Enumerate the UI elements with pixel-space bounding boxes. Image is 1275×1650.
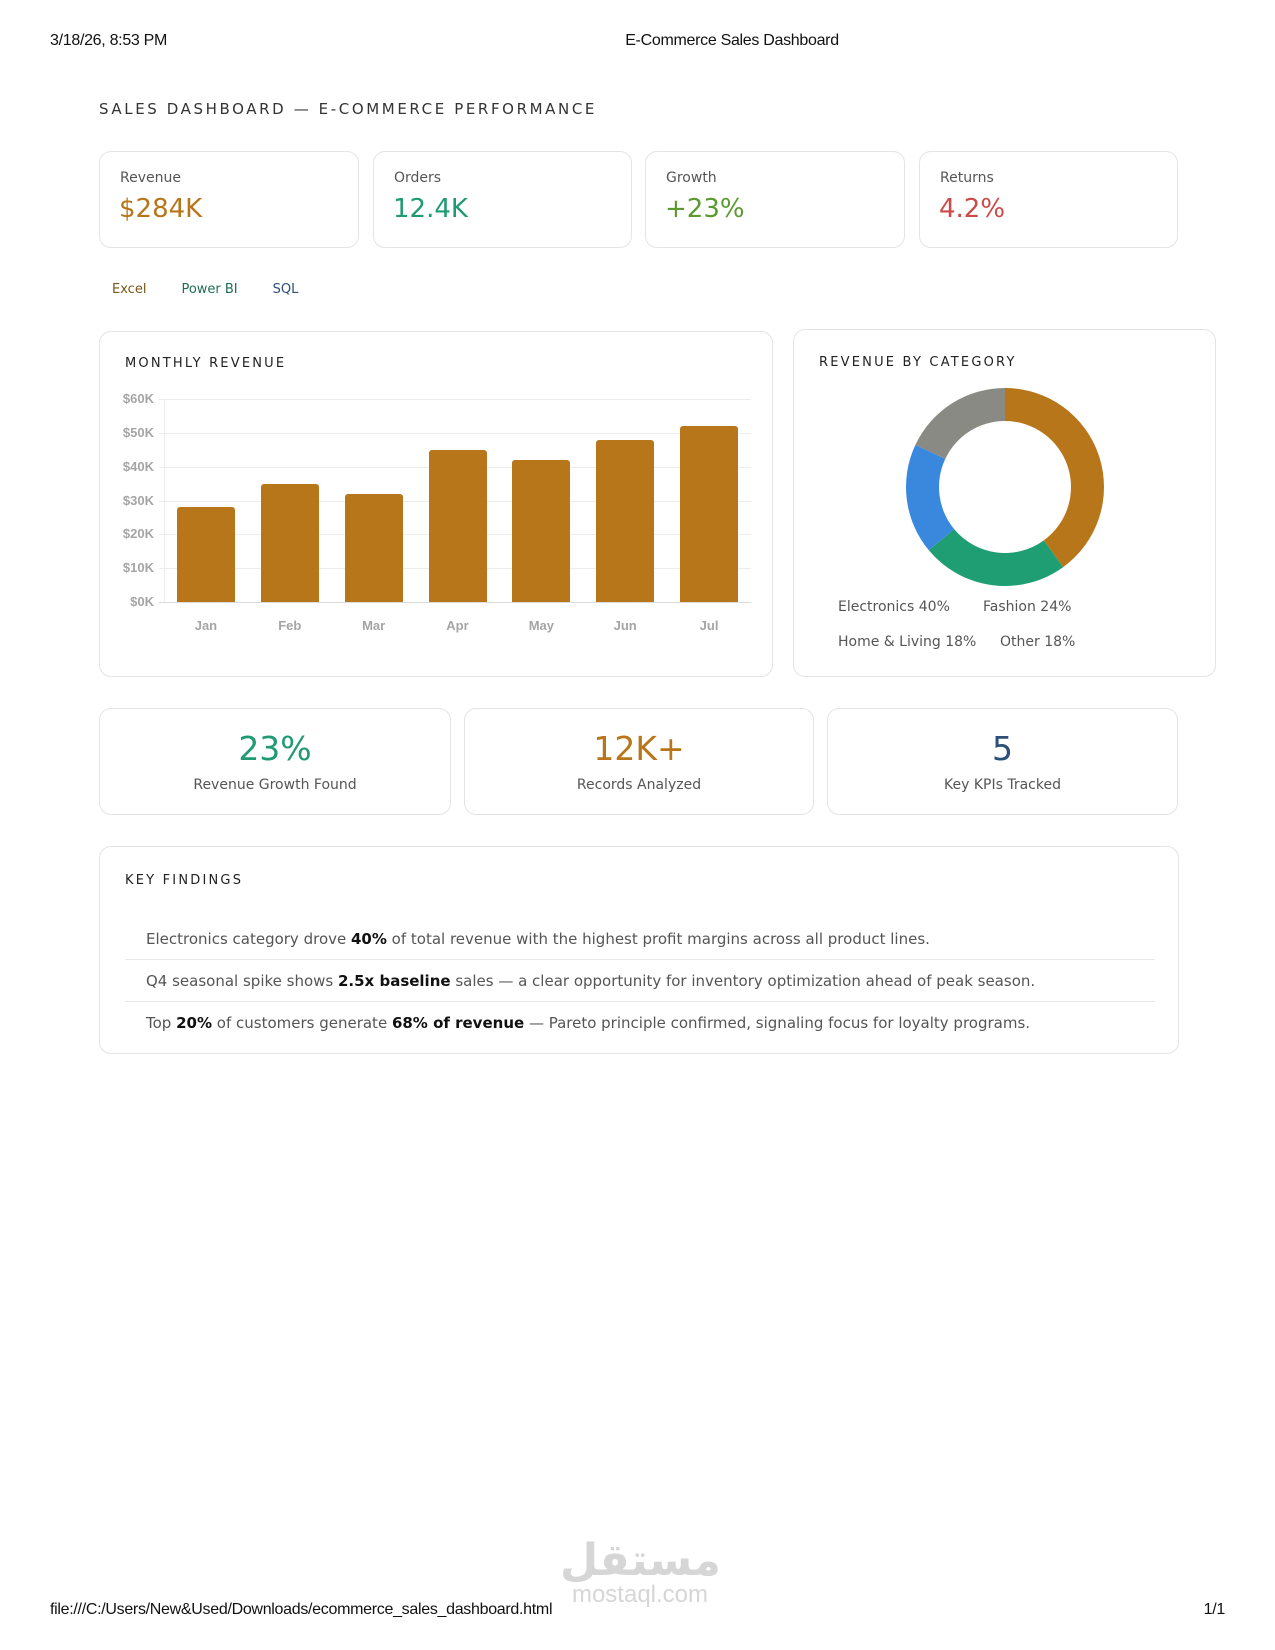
stat-card-revenue-growth: 23% Revenue Growth Found <box>99 708 451 815</box>
finding-highlight: 20% <box>176 1014 212 1032</box>
revenue-by-category-title: REVENUE BY CATEGORY <box>819 355 1017 370</box>
bar-jan[interactable] <box>176 507 235 602</box>
watermark-latin: mostaql.com <box>571 1581 709 1608</box>
donut-segment-electronics[interactable] <box>1005 388 1104 568</box>
finding-item: Top 20% of customers generate 68% of rev… <box>125 1002 1155 1044</box>
kpi-value: 12.4K <box>393 194 468 224</box>
y-axis-tick: $10K <box>122 560 154 576</box>
finding-text: — Pareto principle confirmed, signaling … <box>524 1014 1031 1032</box>
tag-power-bi: Power BI <box>181 282 238 297</box>
x-axis-tick: Jun <box>613 618 637 633</box>
y-axis-tick: $40K <box>122 458 154 474</box>
donut-chart <box>906 388 1104 586</box>
y-axis-tick: $20K <box>122 526 154 542</box>
legend-other: Other 18% <box>1000 634 1076 650</box>
tag-excel: Excel <box>112 282 147 297</box>
bar-jul[interactable] <box>680 426 739 602</box>
x-axis-tick: Jan <box>194 618 218 633</box>
gridline <box>159 602 751 603</box>
stat-label: Key KPIs Tracked <box>944 777 1061 793</box>
y-axis-tick: $0K <box>130 594 154 609</box>
watermark-arabic: مستقل <box>560 1535 721 1586</box>
legend-electronics: Electronics 40% <box>838 599 950 615</box>
revenue-by-category-card: REVENUE BY CATEGORY Electronics 40% Fash… <box>793 329 1216 677</box>
finding-text: of customers generate <box>212 1014 392 1032</box>
monthly-revenue-title: MONTHLY REVENUE <box>125 356 287 371</box>
stat-card-kpis-tracked: 5 Key KPIs Tracked <box>827 708 1178 815</box>
dashboard-title: SALES DASHBOARD — E-COMMERCE PERFORMANCE <box>99 100 597 118</box>
bar-feb[interactable] <box>260 483 319 602</box>
key-findings-title: KEY FINDINGS <box>125 873 244 888</box>
monthly-revenue-card: MONTHLY REVENUE $0K $10K $20K $30K $40K $50K $… <box>99 331 773 677</box>
gridline <box>159 399 751 400</box>
finding-text: Top <box>146 1014 177 1032</box>
x-axis-tick: Mar <box>362 618 386 633</box>
legend-home-living: Home & Living 18% <box>838 634 977 650</box>
stat-value: 12K+ <box>593 729 685 768</box>
print-file-url: file:///C:/Users/New&Used/Downloads/ecom… <box>50 1601 553 1618</box>
kpi-label: Revenue <box>120 170 181 186</box>
print-page-number: 1/1 <box>1203 1601 1226 1618</box>
stat-label: Records Analyzed <box>576 777 702 793</box>
y-axis-line <box>164 399 165 602</box>
key-findings-card: KEY FINDINGS Electronics category drove … <box>99 846 1179 1054</box>
donut-segment-other[interactable] <box>915 388 1005 459</box>
y-axis-tick: $60K <box>122 391 154 406</box>
tool-tags: Excel Power BI SQL <box>112 282 333 297</box>
bar-mar[interactable] <box>344 493 403 602</box>
x-axis-tick: Apr <box>446 618 469 633</box>
y-axis-tick: $50K <box>122 424 154 440</box>
kpi-card-growth: Growth +23% <box>645 151 905 248</box>
donut-segment-fashion[interactable] <box>928 529 1064 586</box>
x-axis-tick: Feb <box>278 618 302 633</box>
watermark: مستقل mostaql.com <box>560 1535 721 1608</box>
finding-text: of total revenue with the highest profit… <box>386 930 930 948</box>
bar-apr[interactable] <box>428 449 487 602</box>
finding-highlight: 68% of revenue <box>391 1014 525 1032</box>
kpi-label: Returns <box>940 170 994 186</box>
kpi-card-orders: Orders 12.4K <box>373 151 632 248</box>
stat-card-records-analyzed: 12K+ Records Analyzed <box>464 708 814 815</box>
tag-sql: SQL <box>272 282 299 297</box>
x-axis-tick: Jul <box>699 618 719 633</box>
bar-jun[interactable] <box>596 439 655 602</box>
kpi-label: Growth <box>666 170 717 186</box>
finding-text: sales — a clear opportunity for inventor… <box>450 972 1036 990</box>
stat-value: 5 <box>992 729 1013 768</box>
stat-label: Revenue Growth Found <box>193 777 357 793</box>
kpi-value: 4.2% <box>939 194 1006 224</box>
x-axis-tick: May <box>528 618 554 633</box>
kpi-label: Orders <box>394 170 442 186</box>
bar-may[interactable] <box>512 459 571 602</box>
print-page-title: E-Commerce Sales Dashboard <box>625 32 839 49</box>
finding-highlight: 40% <box>351 930 387 948</box>
gridline <box>159 432 751 434</box>
legend-fashion: Fashion 24% <box>983 599 1072 615</box>
print-datetime: 3/18/26, 8:53 PM <box>50 32 168 49</box>
finding-text: Q4 seasonal spike shows <box>146 972 338 990</box>
finding-highlight: 2.5x baseline <box>337 972 451 990</box>
kpi-value: +23% <box>665 194 745 224</box>
finding-item: Electronics category drove 40% of total … <box>125 918 1155 960</box>
kpi-value: $284K <box>119 194 203 224</box>
finding-item: Q4 seasonal spike shows 2.5x baseline sa… <box>125 960 1155 1002</box>
kpi-card-revenue: Revenue $284K <box>99 151 359 248</box>
finding-text: Electronics category drove <box>146 930 351 948</box>
kpi-card-returns: Returns 4.2% <box>919 151 1178 248</box>
stat-value: 23% <box>238 729 312 768</box>
y-axis-tick: $30K <box>122 492 154 508</box>
donut-segment-home-living[interactable] <box>906 444 955 551</box>
